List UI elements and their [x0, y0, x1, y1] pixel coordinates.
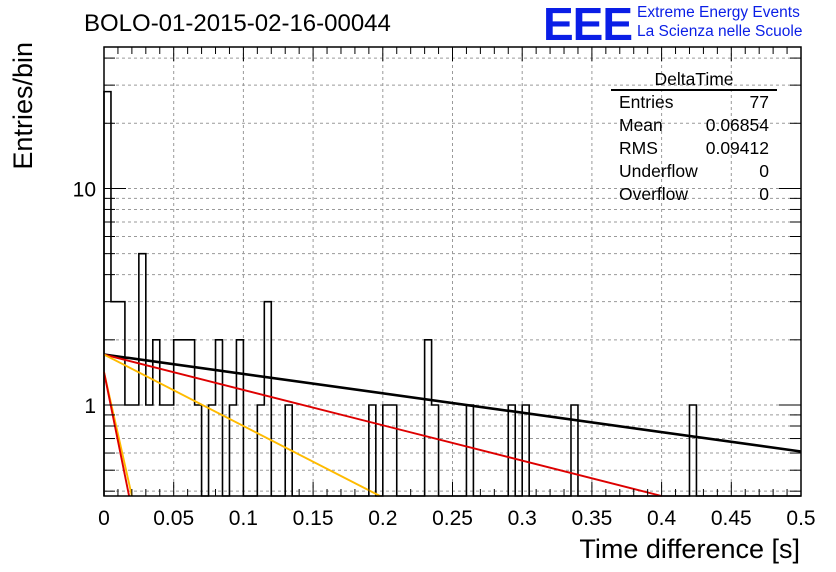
fit-line: [103, 353, 662, 497]
stats-box: DeltaTime Entries 77 Mean 0.06854 RMS 0.…: [611, 69, 777, 206]
y-axis-label: Entries/bin: [8, 42, 38, 170]
axis-labels: 0 0.05 0.1 0.15 0.2 0.25 0.3 0.35 0.4 0.45 0.5 1 10 T…: [8, 42, 816, 564]
stats-title: DeltaTime: [611, 69, 777, 91]
stats-value: 0.09412: [705, 138, 769, 158]
stats-value: 77: [749, 92, 769, 112]
fit-lines: [103, 353, 802, 497]
stats-row-rms: RMS 0.09412: [611, 137, 777, 160]
x-tick-label: 0.2: [368, 507, 397, 530]
stats-label: Mean: [619, 115, 663, 135]
x-tick-label: 0.1: [229, 507, 258, 530]
stats-label: Entries: [619, 92, 674, 112]
fit-line: [103, 371, 131, 497]
x-tick-label: 0: [98, 507, 110, 530]
stats-value: 0.06854: [705, 115, 769, 135]
x-axis-label: Time difference [s]: [579, 534, 800, 564]
logo-subtitle-line1: Extreme Energy Events: [637, 4, 800, 21]
stats-row-underflow: Underflow 0: [611, 160, 777, 183]
stats-value: 0: [759, 161, 769, 181]
x-tick-label: 0.3: [508, 507, 537, 530]
y-tick-label: 1: [84, 395, 96, 418]
x-tick-label: 0.5: [786, 507, 815, 530]
x-tick-label: 0.4: [647, 507, 677, 530]
eee-logo: EEE: [543, 0, 633, 50]
fit-line: [103, 353, 381, 497]
chart-title: BOLO-01-2015-02-16-00044: [84, 10, 391, 37]
axis-ticks: [103, 47, 802, 496]
x-tick-label: 0.45: [711, 507, 752, 530]
x-tick-label: 0.25: [432, 507, 473, 530]
x-tick-label: 0.05: [153, 507, 194, 530]
stats-label: Overflow: [619, 184, 689, 204]
stats-row-mean: Mean 0.06854: [611, 114, 777, 137]
y-tick-label: 10: [73, 178, 96, 201]
x-tick-label: 0.15: [293, 507, 334, 530]
stats-row-entries: Entries 77: [611, 91, 777, 114]
stats-label: RMS: [619, 138, 658, 158]
logo-subtitle-line2: La Scienza nelle Scuole: [637, 23, 803, 40]
stats-label: Underflow: [619, 161, 698, 181]
stats-value: 0: [759, 184, 769, 204]
stats-row-overflow: Overflow 0: [611, 183, 777, 206]
x-tick-label: 0.35: [571, 507, 612, 530]
fit-line: [103, 353, 802, 453]
